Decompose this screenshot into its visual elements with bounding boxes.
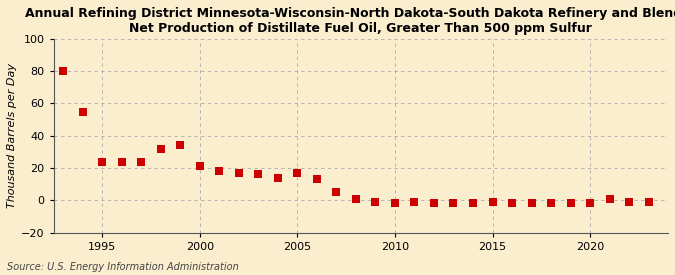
- Point: [487, 200, 498, 204]
- Point: [331, 190, 342, 194]
- Point: [526, 201, 537, 206]
- Point: [214, 169, 225, 174]
- Point: [97, 159, 108, 164]
- Point: [624, 200, 634, 204]
- Point: [604, 196, 615, 201]
- Point: [136, 159, 147, 164]
- Point: [292, 170, 303, 175]
- Point: [545, 201, 556, 206]
- Point: [409, 200, 420, 204]
- Point: [643, 200, 654, 204]
- Point: [273, 175, 284, 180]
- Y-axis label: Thousand Barrels per Day: Thousand Barrels per Day: [7, 63, 17, 208]
- Point: [175, 143, 186, 148]
- Point: [58, 69, 69, 73]
- Point: [468, 201, 479, 206]
- Point: [78, 109, 88, 114]
- Text: Source: U.S. Energy Information Administration: Source: U.S. Energy Information Administ…: [7, 262, 238, 272]
- Point: [117, 159, 128, 164]
- Point: [389, 201, 400, 206]
- Point: [234, 170, 244, 175]
- Point: [194, 164, 205, 169]
- Point: [429, 201, 439, 206]
- Title: Annual Refining District Minnesota-Wisconsin-North Dakota-South Dakota Refinery : Annual Refining District Minnesota-Wisco…: [25, 7, 675, 35]
- Point: [370, 200, 381, 204]
- Point: [565, 201, 576, 206]
- Point: [155, 146, 166, 151]
- Point: [448, 201, 459, 206]
- Point: [253, 172, 264, 177]
- Point: [585, 201, 595, 206]
- Point: [312, 177, 323, 182]
- Point: [507, 201, 518, 206]
- Point: [350, 196, 361, 201]
